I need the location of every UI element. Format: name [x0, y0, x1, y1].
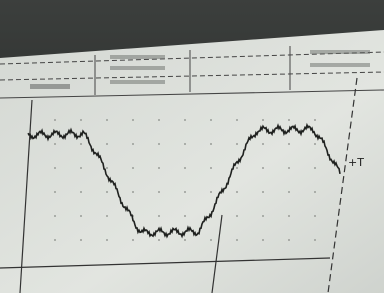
graticule-dot — [184, 119, 186, 121]
graticule-dot — [184, 143, 186, 145]
graticule-dot — [80, 215, 82, 217]
graticule-dot — [132, 191, 134, 193]
graticule-dot — [184, 191, 186, 193]
graticule-dot — [54, 239, 56, 241]
graticule-dot — [210, 239, 212, 241]
graticule-dot — [184, 167, 186, 169]
graticule-dot — [132, 143, 134, 145]
graticule-dot — [54, 191, 56, 193]
graticule-dot — [106, 215, 108, 217]
graticule-dot — [184, 239, 186, 241]
graticule-dot — [158, 239, 160, 241]
graticule-dot — [236, 215, 238, 217]
graticule-dot — [106, 119, 108, 121]
graticule-dot — [106, 167, 108, 169]
graticule-dot — [262, 239, 264, 241]
graticule-dot — [54, 119, 56, 121]
graticule-dot — [80, 239, 82, 241]
graticule-dot — [80, 119, 82, 121]
graticule-dot — [262, 143, 264, 145]
graticule-dot — [106, 143, 108, 145]
graticule-dot — [236, 167, 238, 169]
graticule-dot — [288, 191, 290, 193]
graticule-dot — [262, 191, 264, 193]
graticule-dot — [210, 167, 212, 169]
graticule-dot — [314, 239, 316, 241]
graticule-dot — [132, 167, 134, 169]
graticule-dot — [158, 143, 160, 145]
graticule-dot — [210, 119, 212, 121]
graticule-dot — [106, 239, 108, 241]
graticule-dot — [106, 191, 108, 193]
graticule-dot — [158, 119, 160, 121]
graticule-dot — [288, 215, 290, 217]
graticule-dot — [236, 143, 238, 145]
graticule-dot — [158, 191, 160, 193]
trigger-marker: +T — [348, 156, 364, 169]
graticule-dot — [132, 239, 134, 241]
graticule-dot — [288, 143, 290, 145]
screen — [0, 30, 384, 293]
graticule-dot — [236, 191, 238, 193]
graticule-dot — [314, 119, 316, 121]
page: +T (() => { const data = JSON.parse(docu… — [0, 0, 384, 293]
graticule-dot — [184, 215, 186, 217]
graticule-dot — [54, 167, 56, 169]
graticule-dot — [54, 143, 56, 145]
graticule-dot — [236, 119, 238, 121]
graticule-dot — [210, 191, 212, 193]
graticule-dot — [80, 143, 82, 145]
graticule-dot — [288, 239, 290, 241]
graticule-dot — [314, 191, 316, 193]
oscilloscope-photo: +T — [0, 0, 384, 293]
graticule-dot — [314, 167, 316, 169]
graticule-dot — [262, 215, 264, 217]
graticule-dot — [314, 143, 316, 145]
graticule-dot — [54, 215, 56, 217]
graticule-dot — [158, 167, 160, 169]
graticule-dot — [262, 119, 264, 121]
graticule-dot — [262, 167, 264, 169]
graticule-dot — [80, 191, 82, 193]
graticule-dot — [158, 215, 160, 217]
graticule-dot — [210, 143, 212, 145]
graticule-dot — [132, 119, 134, 121]
graticule-dot — [288, 167, 290, 169]
graticule-dot — [236, 239, 238, 241]
graticule-dot — [314, 215, 316, 217]
graticule-dot — [80, 167, 82, 169]
graticule-dot — [288, 119, 290, 121]
